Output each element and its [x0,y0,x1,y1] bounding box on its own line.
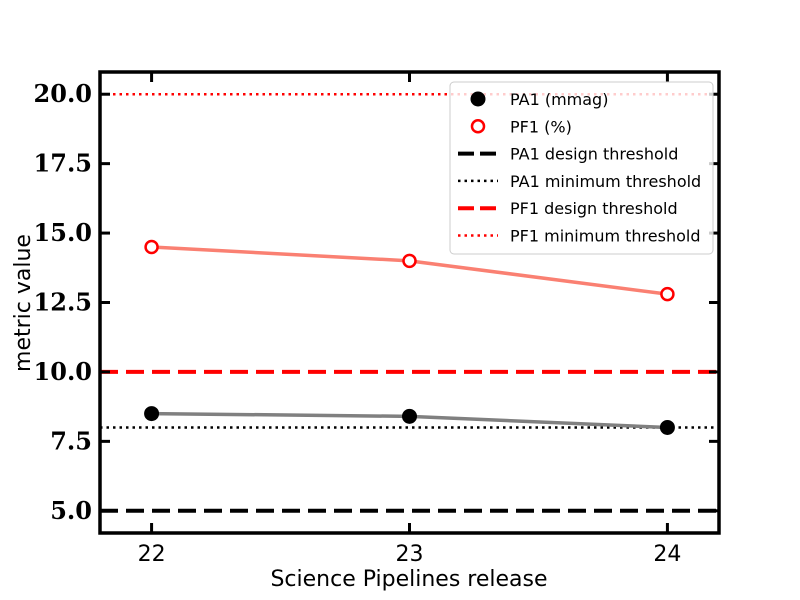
x-axis-label: Science Pipelines release [270,567,547,592]
y-tick-label: 5.0 [50,496,92,525]
legend: PA1 (mmag) PF1 (%) PA1 design threshold PA1… [449,81,714,255]
y-axis-label: metric value [11,234,36,372]
legend-label: PA1 (mmag) [510,90,608,109]
legend-label: PF1 design threshold [510,199,678,218]
x-tick-label: 23 [396,542,424,567]
data-point-0-0 [144,406,160,422]
legend-label: PF1 (%) [510,117,572,136]
data-point-0-1 [402,408,417,424]
data-point-0-2 [659,419,675,435]
legend-label: PA1 minimum threshold [510,172,701,191]
legend-marker-0 [470,91,486,107]
legend-marker-1 [470,119,486,134]
y-tick-label: 15.0 [34,218,92,247]
data-point-1-2 [660,286,675,302]
legend-label: PF1 minimum threshold [510,227,700,246]
axes: 5.0 7.5 10.0 12.5 15.0 17.5 20.0 22 23 24 [34,70,721,567]
y-tick-label: 7.5 [50,426,92,455]
y-tick-label: 20.0 [34,79,92,108]
data-point-1-1 [402,253,417,269]
legend-label: PA1 design threshold [510,145,678,164]
legend-box [449,81,714,255]
x-tick-label: 22 [138,542,166,567]
series-layer [144,239,675,435]
x-tick-label: 24 [653,542,681,567]
y-tick-label: 12.5 [34,288,92,317]
y-tick-label: 10.0 [34,357,92,386]
data-point-1-0 [144,239,159,255]
y-tick-label: 17.5 [34,149,92,178]
